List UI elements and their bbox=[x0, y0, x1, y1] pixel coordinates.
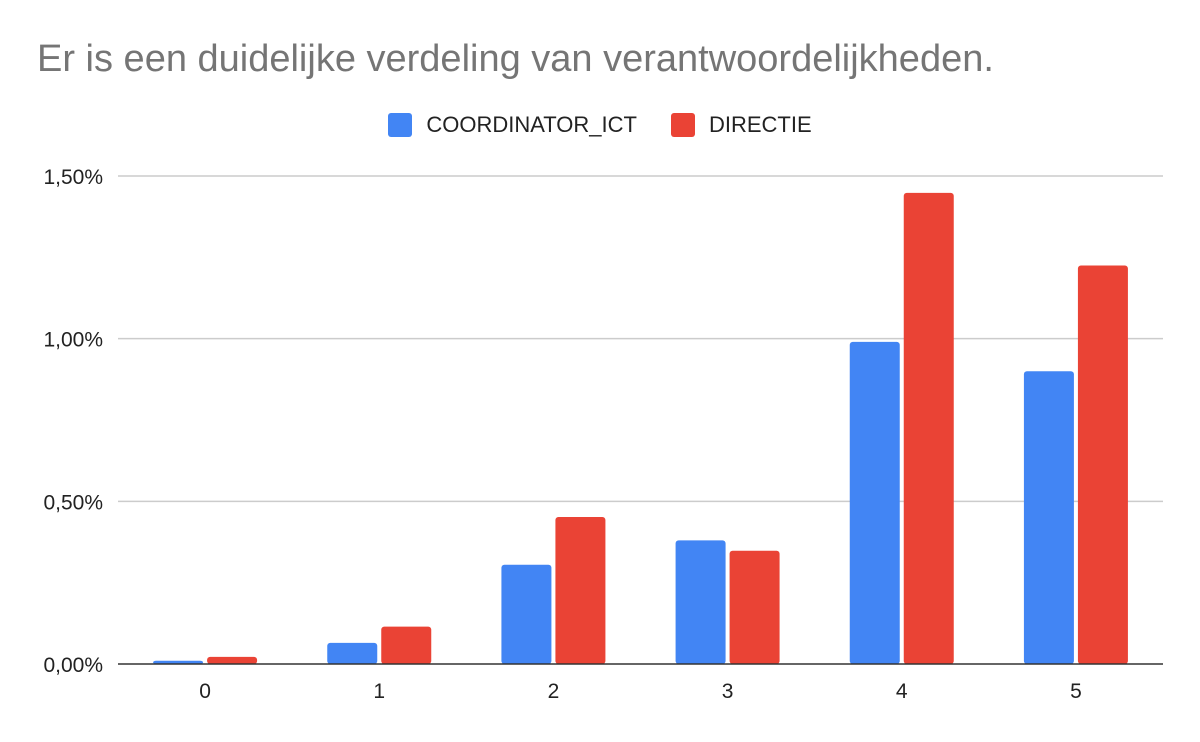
legend-item-coordinator-ict: COORDINATOR_ICT bbox=[388, 112, 637, 138]
legend-label-directie: DIRECTIE bbox=[708, 112, 812, 137]
legend-swatch-coordinator-ict bbox=[388, 113, 413, 137]
x-tick-label: 0 bbox=[199, 680, 211, 703]
legend-label-coordinator-ict: COORDINATOR_ICT bbox=[426, 112, 637, 137]
bar-coordinator-ict-4 bbox=[849, 341, 900, 664]
y-tick-label: 1,00% bbox=[43, 329, 103, 352]
x-tick-label: 4 bbox=[896, 680, 908, 703]
bar-directie-3 bbox=[729, 550, 780, 664]
bar-directie-1 bbox=[381, 626, 432, 664]
chart-title: Er is een duidelijke verdeling van veran… bbox=[37, 38, 994, 80]
bar-directie-4 bbox=[903, 192, 954, 664]
y-tick-label: 1,50% bbox=[43, 166, 103, 189]
bar-coordinator-ict-3 bbox=[675, 540, 726, 664]
x-tick-label: 2 bbox=[548, 680, 560, 703]
x-tick-label: 3 bbox=[722, 680, 734, 703]
y-tick-label: 0,50% bbox=[43, 491, 103, 514]
legend-item-directie: DIRECTIE bbox=[670, 112, 812, 138]
y-tick-label: 0,00% bbox=[43, 654, 103, 677]
bar-directie-0 bbox=[207, 656, 258, 664]
x-tick-label: 5 bbox=[1070, 680, 1082, 703]
legend-swatch-directie bbox=[670, 113, 695, 137]
x-tick-label: 1 bbox=[373, 680, 385, 703]
bar-coordinator-ict-1 bbox=[327, 642, 378, 664]
bar-coordinator-ict-2 bbox=[501, 564, 552, 664]
bar-directie-2 bbox=[555, 516, 606, 664]
bar-coordinator-ict-0 bbox=[153, 660, 204, 664]
bar-directie-5 bbox=[1077, 265, 1128, 664]
bar-coordinator-ict-5 bbox=[1023, 371, 1074, 664]
legend: COORDINATOR_ICT DIRECTIE bbox=[0, 112, 1200, 138]
